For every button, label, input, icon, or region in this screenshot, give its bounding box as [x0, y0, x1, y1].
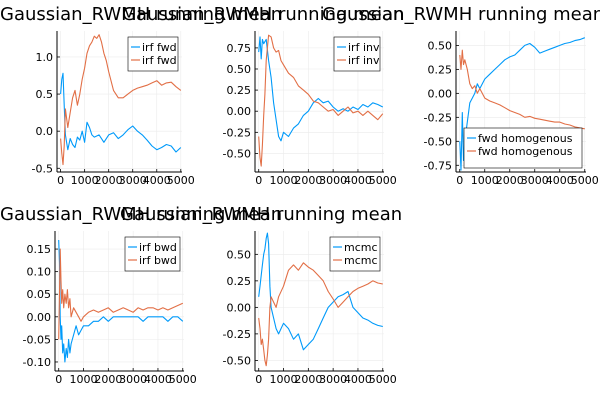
legend-label: irf fwd [142, 54, 177, 67]
series-line-2 [58, 248, 184, 340]
y-tick-label: 0.0 [36, 125, 54, 138]
y-tick-label: 0.15 [27, 243, 52, 256]
x-tick-label: 1000 [270, 174, 298, 187]
subplot-2: 0 10002000300040005000-0.50-0.250.000.250… [122, 4, 404, 187]
series-line-2 [258, 34, 384, 167]
series-line-1 [60, 72, 182, 153]
x-tick-label: 2000 [294, 373, 322, 386]
legend-box [329, 236, 381, 272]
y-tick-label: 0.00 [428, 87, 453, 100]
x-tick-label: 5000 [571, 174, 599, 187]
x-tick-label: 1000 [471, 174, 499, 187]
x-tick-label: 1000 [70, 373, 98, 386]
subplot-3: 0 10002000300040005000-0.75-0.50-0.250.00… [322, 4, 600, 187]
x-tick-label: 5000 [169, 373, 197, 386]
x-tick-label: 3000 [119, 174, 147, 187]
y-tick-label: 0.50 [428, 39, 453, 52]
y-tick-label: 0.05 [27, 288, 52, 301]
y-tick-label: -0.25 [223, 328, 251, 341]
legend-box [124, 236, 181, 272]
y-tick-label: -0.10 [23, 356, 51, 369]
series-line-1 [258, 232, 383, 351]
y-tick-label: 0.00 [227, 105, 252, 118]
y-tick-label: -0.75 [424, 159, 452, 172]
subplot-title: Gaussian_RWMH running mean [0, 4, 282, 25]
series-line-2 [258, 262, 383, 367]
x-tick-label: 0 [255, 373, 262, 386]
x-tick-label: 3000 [119, 373, 147, 386]
subplot-title: Gaussian_RWMH running mean [120, 204, 402, 225]
x-tick-label: 1000 [71, 174, 99, 187]
series-line-2 [459, 49, 585, 130]
x-tick-label: 4000 [143, 174, 171, 187]
y-tick-label: 0.25 [428, 63, 453, 76]
x-tick-label: 2000 [496, 174, 524, 187]
y-tick-label: 0.50 [227, 63, 252, 76]
subplot-5: 0 10002000300040005000-0.50-0.250.000.250… [120, 204, 402, 386]
y-tick-label: 0.50 [227, 248, 252, 261]
y-tick-label: 0.25 [227, 84, 252, 97]
x-tick-label: 2000 [95, 174, 123, 187]
legend-label: fwd homogenous [478, 132, 573, 145]
legend-box [127, 36, 179, 72]
series-line-2 [60, 34, 182, 166]
legend-label: irf inv [348, 41, 380, 54]
x-tick-label: 1000 [270, 373, 298, 386]
y-tick-label: -0.50 [223, 354, 251, 367]
series-line-1 [58, 239, 184, 363]
series-line-1 [459, 37, 585, 171]
legend-label: irf fwd [142, 41, 177, 54]
x-tick-label: 4000 [344, 373, 372, 386]
legend-label: mcmc [344, 241, 378, 254]
y-tick-label: -0.05 [23, 333, 51, 346]
x-tick-label: 0 [255, 174, 262, 187]
series-group [258, 232, 383, 367]
y-tick-label: -0.25 [223, 126, 251, 139]
legend-label: mcmc [344, 254, 378, 267]
legend-label: irf bwd [139, 241, 177, 254]
x-tick-label: 3000 [521, 174, 549, 187]
legend-box [463, 127, 583, 169]
series-group [258, 34, 384, 167]
y-tick-label: 0.00 [27, 311, 52, 324]
y-tick-label: -0.50 [424, 135, 452, 148]
subplot-title: Gaussian_RWMH running mean [122, 4, 404, 25]
x-tick-label: 2000 [94, 373, 122, 386]
x-tick-label: 3000 [319, 373, 347, 386]
y-tick-label: 0.5 [36, 88, 54, 101]
subplot-title: Gaussian_RWMH running mean [322, 4, 600, 25]
legend-label: fwd homogenous [478, 145, 573, 158]
y-tick-label: 0.00 [227, 301, 252, 314]
x-tick-label: 2000 [294, 174, 322, 187]
x-tick-label: 3000 [319, 174, 347, 187]
x-tick-label: 0 [55, 373, 62, 386]
legend-box [333, 36, 381, 72]
series-group [58, 239, 184, 363]
y-tick-label: 1.0 [36, 51, 54, 64]
y-tick-label: -0.50 [223, 147, 251, 160]
legend-label: irf inv [348, 54, 380, 67]
x-tick-label: 5000 [167, 174, 195, 187]
x-tick-label: 4000 [344, 174, 372, 187]
x-tick-label: 5000 [369, 174, 397, 187]
legend-label: irf bwd [139, 254, 177, 267]
x-tick-label: 0 [456, 174, 463, 187]
subplot-title: Gaussian_RWMH running mean [0, 204, 282, 225]
y-tick-label: 0.25 [227, 275, 252, 288]
y-tick-label: -0.25 [424, 111, 452, 124]
y-tick-label: -0.5 [32, 162, 53, 175]
y-tick-label: 0.10 [27, 266, 52, 279]
x-tick-label: 0 [57, 174, 64, 187]
x-tick-label: 4000 [144, 373, 172, 386]
x-tick-label: 4000 [546, 174, 574, 187]
series-group [60, 34, 182, 166]
series-group [459, 37, 585, 171]
x-tick-label: 5000 [369, 373, 397, 386]
y-tick-label: 0.75 [227, 42, 252, 55]
